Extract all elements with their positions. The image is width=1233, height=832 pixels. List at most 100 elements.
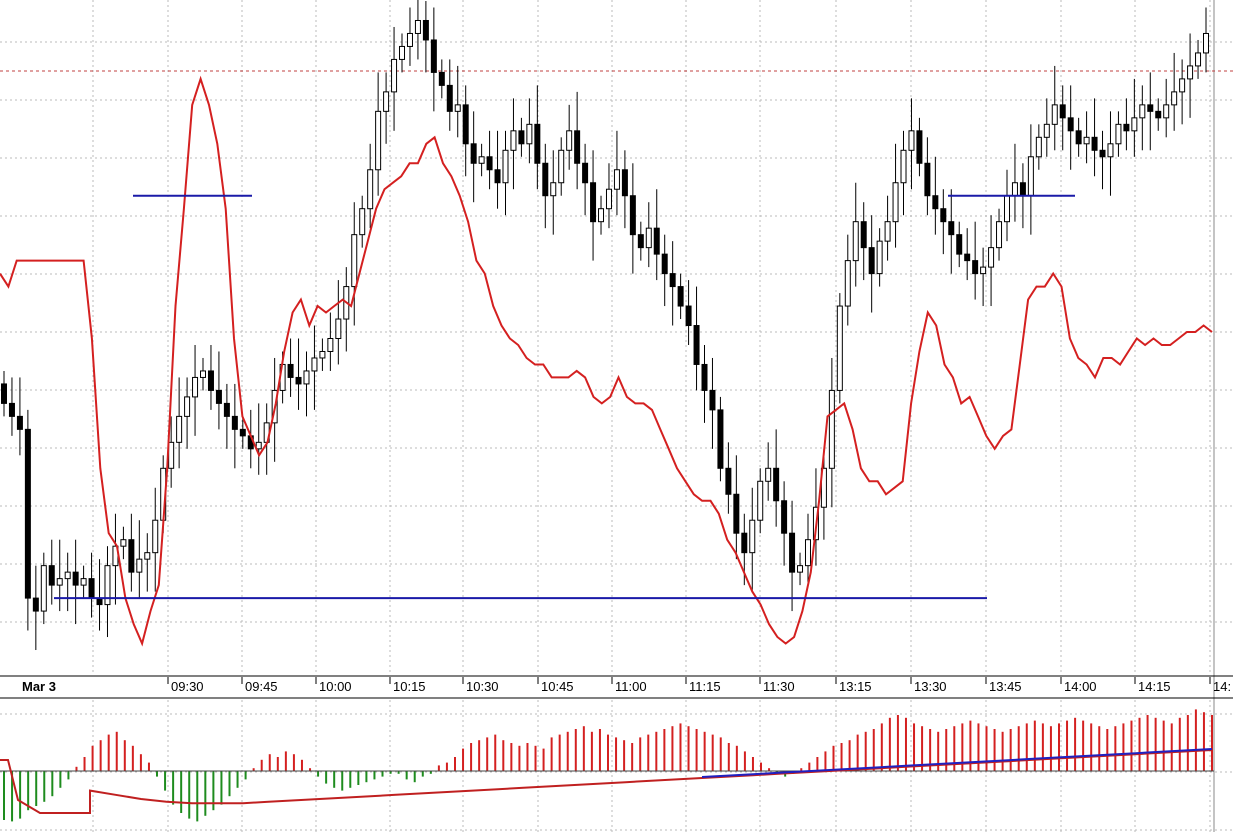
histogram-panel xyxy=(0,709,1214,822)
candle-body xyxy=(757,480,764,521)
candle-body xyxy=(152,519,159,554)
candle-body xyxy=(510,130,517,151)
x-tick-label: 11:00 xyxy=(615,679,647,694)
candle-body xyxy=(797,565,804,573)
candle-body xyxy=(470,143,477,164)
candle-body xyxy=(8,402,15,417)
candle-body xyxy=(701,363,708,391)
candle-body xyxy=(526,123,533,145)
x-tick-label: 09:30 xyxy=(171,679,204,694)
candle-body xyxy=(637,234,644,249)
candle-body xyxy=(383,91,390,112)
candle-body xyxy=(351,234,358,288)
candle-body xyxy=(852,221,859,262)
x-tick-label: 13:30 xyxy=(914,679,947,694)
candle-body xyxy=(749,519,756,554)
x-tick-label: 14: xyxy=(1213,679,1231,694)
oscillator-line xyxy=(0,75,1213,647)
candle-body xyxy=(709,389,716,411)
candle-body xyxy=(820,467,827,508)
candle-body xyxy=(789,532,796,573)
candle-body xyxy=(908,130,915,151)
candle-body xyxy=(996,221,1003,249)
candle-body xyxy=(988,247,995,268)
candle-body xyxy=(359,208,366,236)
candle-body xyxy=(1067,117,1074,132)
candle-body xyxy=(192,376,199,398)
candle-body xyxy=(1107,143,1114,158)
candle-body xyxy=(1115,123,1122,145)
candle-body xyxy=(239,428,246,437)
candle-body xyxy=(653,227,660,255)
candle-body xyxy=(207,370,214,391)
candle-body xyxy=(900,149,907,184)
candle-body xyxy=(1011,182,1018,197)
x-tick-label: 10:15 xyxy=(393,679,426,694)
candle-body xyxy=(876,240,883,275)
candle-body xyxy=(781,500,788,534)
candle-body xyxy=(669,273,676,288)
candle-body xyxy=(120,539,127,547)
candle-body xyxy=(446,84,453,112)
candle-body xyxy=(725,467,732,495)
candle-body xyxy=(828,389,835,469)
candle-body xyxy=(693,325,700,365)
candle-body xyxy=(1,383,7,404)
candle-body xyxy=(598,208,605,223)
candle-body xyxy=(924,162,931,197)
candle-body xyxy=(677,286,684,307)
candle-body xyxy=(733,493,740,534)
candle-body xyxy=(184,396,191,417)
candle-body xyxy=(956,234,963,255)
candle-body xyxy=(406,32,413,47)
candle-body xyxy=(303,370,310,385)
candle-body xyxy=(964,253,971,262)
candle-body xyxy=(494,169,501,184)
candle-body xyxy=(1147,104,1154,112)
candle-body xyxy=(168,441,175,469)
candle-body xyxy=(1003,195,1010,223)
candle-body xyxy=(1099,149,1106,158)
candle-body xyxy=(1131,117,1138,132)
candle-body xyxy=(765,467,772,482)
candle-body xyxy=(104,565,111,606)
candle-body xyxy=(48,565,55,586)
candle-body xyxy=(430,39,437,73)
candle-body xyxy=(32,597,39,612)
candle-body xyxy=(1019,182,1026,197)
candle-body xyxy=(422,19,429,41)
candle-body xyxy=(502,149,509,184)
x-tick-label: 13:45 xyxy=(989,679,1022,694)
candle-body xyxy=(1083,136,1090,145)
candle-body xyxy=(478,156,485,164)
x-tick-label: 10:00 xyxy=(319,679,352,694)
candle-body xyxy=(574,130,581,164)
x-tick-label: 09:45 xyxy=(245,679,278,694)
candle-body xyxy=(16,415,23,430)
candle-body xyxy=(319,350,326,359)
candle-body xyxy=(176,415,183,443)
candle-body xyxy=(1171,91,1178,106)
candle-body xyxy=(486,156,493,171)
candle-body xyxy=(1043,123,1050,138)
candle-body xyxy=(72,571,79,586)
candle-body xyxy=(375,110,382,171)
candle-body xyxy=(685,305,692,327)
candle-body xyxy=(88,578,95,599)
candle-body xyxy=(295,376,302,385)
candle-body xyxy=(613,169,620,190)
candle-body xyxy=(223,402,230,417)
candle-body xyxy=(629,195,636,236)
candle-body xyxy=(1187,65,1194,80)
candle-body xyxy=(916,130,923,164)
candle-body xyxy=(892,182,899,223)
x-tick-label: 11:15 xyxy=(689,679,721,694)
candle-body xyxy=(231,415,238,430)
x-tick-label: 14:00 xyxy=(1064,679,1097,694)
candle-body xyxy=(773,467,780,502)
candle-body xyxy=(215,389,222,404)
candle-body xyxy=(590,182,597,223)
candle-body xyxy=(661,253,668,275)
candle-body xyxy=(582,162,589,184)
